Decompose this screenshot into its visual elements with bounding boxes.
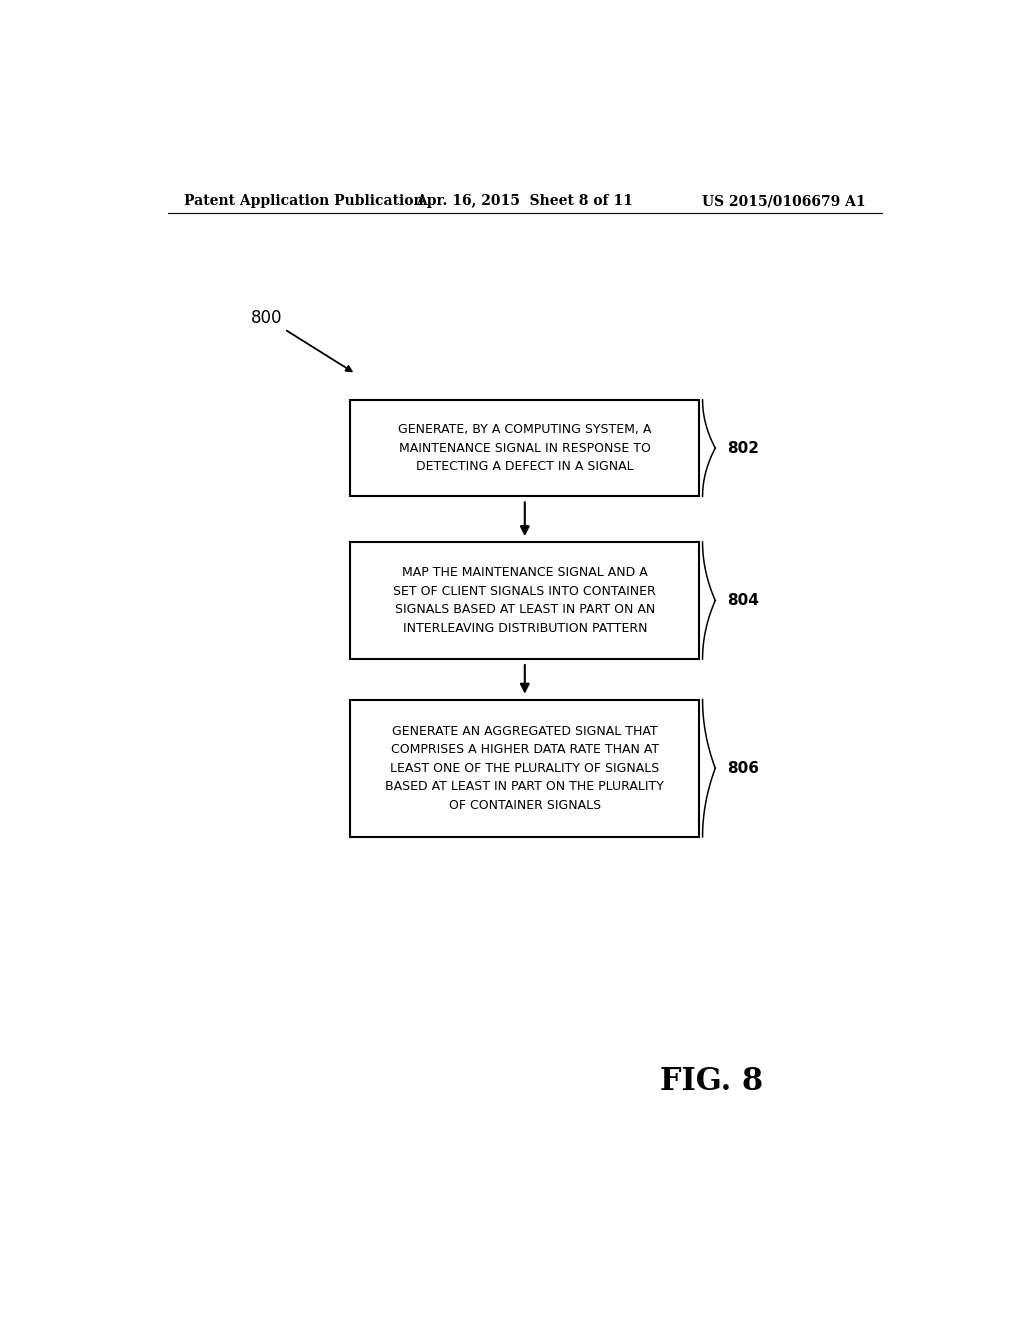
Text: 802: 802 bbox=[727, 441, 759, 455]
Text: Patent Application Publication: Patent Application Publication bbox=[183, 194, 423, 209]
Bar bbox=[350, 400, 699, 496]
Text: US 2015/0106679 A1: US 2015/0106679 A1 bbox=[702, 194, 866, 209]
Text: FIG. 8: FIG. 8 bbox=[659, 1065, 763, 1097]
Text: 806: 806 bbox=[727, 760, 759, 776]
Bar bbox=[350, 700, 699, 837]
Text: 804: 804 bbox=[727, 593, 759, 609]
Text: MAP THE MAINTENANCE SIGNAL AND A
SET OF CLIENT SIGNALS INTO CONTAINER
SIGNALS BA: MAP THE MAINTENANCE SIGNAL AND A SET OF … bbox=[393, 566, 656, 635]
Text: GENERATE AN AGGREGATED SIGNAL THAT
COMPRISES A HIGHER DATA RATE THAN AT
LEAST ON: GENERATE AN AGGREGATED SIGNAL THAT COMPR… bbox=[385, 725, 665, 812]
Text: Apr. 16, 2015  Sheet 8 of 11: Apr. 16, 2015 Sheet 8 of 11 bbox=[417, 194, 633, 209]
Text: GENERATE, BY A COMPUTING SYSTEM, A
MAINTENANCE SIGNAL IN RESPONSE TO
DETECTING A: GENERATE, BY A COMPUTING SYSTEM, A MAINT… bbox=[398, 424, 651, 473]
Text: 800: 800 bbox=[251, 309, 283, 327]
Bar bbox=[350, 543, 699, 659]
